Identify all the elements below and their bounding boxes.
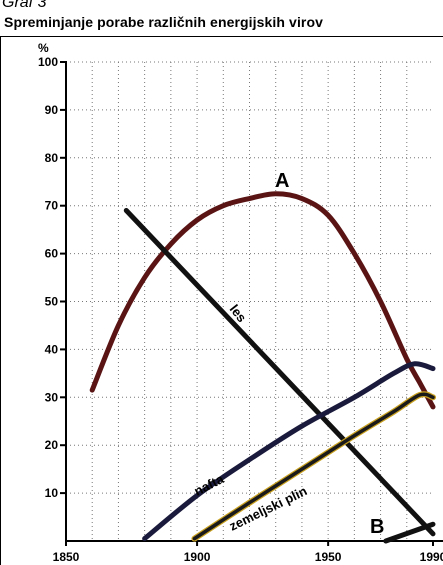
series-line-nafta bbox=[142, 361, 436, 542]
x-tick-label: 1950 bbox=[315, 550, 342, 564]
y-tick-label: 20 bbox=[45, 438, 59, 452]
tick-labels: 10 20 30 40 50 60 70 80 90 100 1850 1900 1950 1990 bbox=[38, 55, 443, 564]
series-line-b bbox=[383, 521, 436, 544]
y-tick-label: 60 bbox=[45, 247, 59, 261]
header-divider bbox=[0, 36, 443, 37]
chart-title: Spreminjanje porabe različnih energijski… bbox=[4, 14, 324, 30]
series-line-zemeljski-plin bbox=[192, 392, 435, 541]
y-tick-label: 10 bbox=[45, 486, 59, 500]
x-tick-label: 1900 bbox=[184, 550, 211, 564]
y-tick-label: 40 bbox=[45, 342, 59, 356]
series-label-b: B bbox=[370, 516, 384, 538]
series-line-les bbox=[123, 207, 436, 537]
y-tick-label: 50 bbox=[45, 295, 59, 309]
y-tick-label: 30 bbox=[45, 390, 59, 404]
y-tick-label: 100 bbox=[38, 55, 58, 69]
y-tick-label: 90 bbox=[45, 103, 59, 117]
y-tick-label: 80 bbox=[45, 151, 59, 165]
axes bbox=[60, 61, 443, 546]
y-axis-label: % bbox=[38, 41, 49, 55]
y-tick-label: 70 bbox=[45, 199, 59, 213]
series-line-a bbox=[89, 191, 436, 410]
series-label-a: A bbox=[275, 170, 289, 192]
x-tick-label: 1990 bbox=[420, 550, 443, 564]
series-labels: % A B les nafta zemeljski plin bbox=[38, 41, 384, 538]
series-label-nafta: nafta bbox=[192, 471, 227, 499]
series-lines bbox=[89, 191, 436, 544]
figure-label-partial: Graf 3 bbox=[2, 0, 47, 11]
chart-header: Graf 3 Spreminjanje porabe različnih ene… bbox=[0, 0, 443, 38]
x-tick-label: 1850 bbox=[53, 550, 80, 564]
frame-left-border bbox=[0, 37, 1, 565]
